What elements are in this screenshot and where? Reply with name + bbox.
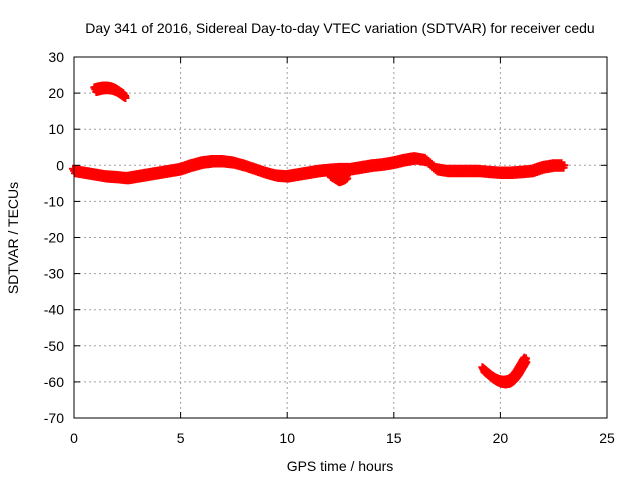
chart-title: Day 341 of 2016, Sidereal Day-to-day VTE…	[85, 20, 594, 36]
x-axis-label: GPS time / hours	[287, 458, 394, 474]
y-tick-label: -10	[44, 193, 64, 209]
x-tick-label: 15	[386, 430, 402, 446]
x-tick-label: 0	[70, 430, 78, 446]
data-points	[69, 81, 569, 389]
y-tick-label: -50	[44, 338, 64, 354]
y-tick-label: -70	[44, 410, 64, 426]
data-point-marker	[560, 161, 569, 170]
x-tick-label: 20	[493, 430, 509, 446]
y-tick-label: -40	[44, 302, 64, 318]
y-tick-label: 0	[56, 157, 64, 173]
y-tick-label: 10	[48, 121, 64, 137]
data-point-marker	[521, 354, 530, 363]
x-tick-label: 5	[177, 430, 185, 446]
axis-ticks: 0 5 10 15 20 25 30 20 10 0 -10 -20 -30 -40 -50 -60 -70	[44, 49, 615, 446]
y-tick-label: 20	[48, 85, 64, 101]
data-point-marker	[342, 171, 351, 180]
data-point-marker	[121, 91, 130, 100]
x-tick-label: 10	[279, 430, 295, 446]
x-tick-label: 25	[599, 430, 615, 446]
y-tick-label: 30	[48, 49, 64, 65]
y-axis-label: SDTVAR / TECUs	[5, 182, 21, 294]
y-tick-label: -60	[44, 374, 64, 390]
y-tick-label: -30	[44, 266, 64, 282]
y-tick-label: -20	[44, 230, 64, 246]
